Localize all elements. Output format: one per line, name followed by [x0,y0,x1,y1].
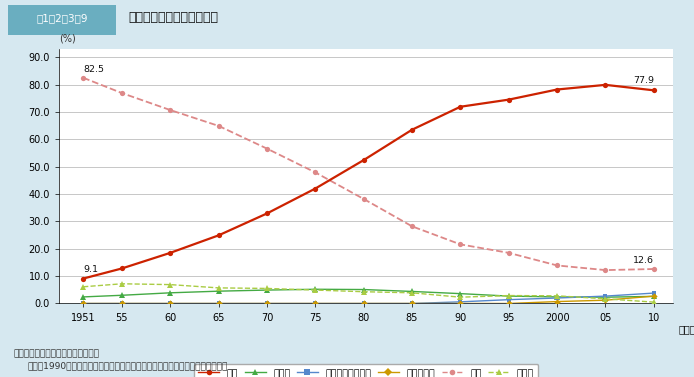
Text: 82.5: 82.5 [83,64,104,74]
Text: 資料：厚生労働省「人口動態統計」: 資料：厚生労働省「人口動態統計」 [14,349,100,358]
Text: 図1－2－3－9: 図1－2－3－9 [36,13,87,23]
Text: （年）: （年） [678,324,694,334]
Legend: 病院, 診療所, 介護老人保健施設, 老人ホーム, 自宅, その他: 病院, 診療所, 介護老人保健施設, 老人ホーム, 自宅, その他 [194,364,539,377]
Text: （注）1990年までは、老人ホームでの死亡は自宅又はその他に含まれている。: （注）1990年までは、老人ホームでの死亡は自宅又はその他に含まれている。 [28,362,228,371]
Text: (%): (%) [59,34,76,43]
Text: 12.6: 12.6 [633,256,654,265]
FancyBboxPatch shape [8,5,116,35]
Text: 死亡場所の構成割合の推移: 死亡場所の構成割合の推移 [128,11,219,24]
Text: 9.1: 9.1 [83,265,98,274]
Text: 77.9: 77.9 [633,77,654,86]
